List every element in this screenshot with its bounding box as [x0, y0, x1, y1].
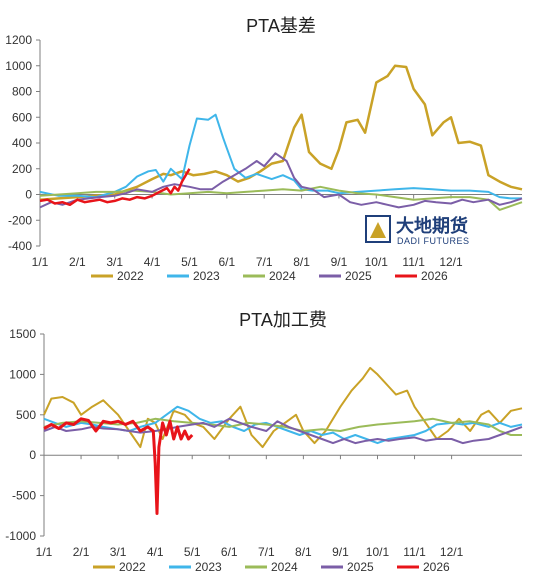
y-tick-label: -500	[12, 489, 36, 503]
x-tick-label: 11/1	[403, 545, 426, 559]
y-tick-label: 500	[16, 408, 36, 422]
x-tick-label: 10/1	[366, 545, 390, 559]
series-line-2022	[39, 64, 523, 201]
series-line-2022	[43, 366, 523, 449]
y-tick-label: 0	[29, 448, 36, 462]
pta-processing-fee-chart: PTA加工费 -1000 -500 0 500 1000 1500 1/1 2/1 3/1 4/1 5…	[5, 310, 523, 574]
watermark-brand-en: DADI FUTURES	[397, 236, 470, 246]
x-tick-label: 4/1	[147, 545, 164, 559]
x-tick-label: 3/1	[106, 255, 123, 269]
x-tick-label: 3/1	[110, 545, 127, 559]
y-tick-label: 1000	[5, 59, 32, 73]
x-tick-label: 10/1	[365, 255, 389, 269]
y-tick-label: -400	[8, 239, 32, 253]
x-tick-label: 4/1	[144, 255, 161, 269]
dadi-logo-icon	[365, 215, 391, 243]
x-tick-label: 2/1	[73, 545, 90, 559]
x-tick-label: 9/1	[332, 545, 349, 559]
y-tick-label: -200	[8, 213, 32, 227]
y-tick-label: -1000	[5, 529, 36, 543]
watermark-brand-cn: 大地期货	[396, 215, 468, 236]
x-tick-label: 12/1	[440, 545, 464, 559]
x-tick-label: 8/1	[295, 545, 312, 559]
series-line-2024	[39, 185, 523, 211]
x-tick-label: 1/1	[36, 545, 53, 559]
x-tick-label: 6/1	[218, 255, 235, 269]
y-tick-label: 600	[12, 110, 32, 124]
x-tick-label: 12/1	[439, 255, 463, 269]
series-line-2025	[43, 417, 523, 445]
series-line-2026	[43, 417, 194, 515]
y-tick-label: 1500	[9, 327, 36, 341]
x-tick-label: 7/1	[258, 545, 275, 559]
x-tick-label: 6/1	[221, 545, 238, 559]
legend-label: 2026	[423, 560, 450, 574]
y-tick-label: 400	[12, 136, 32, 150]
legend-label: 2026	[421, 269, 448, 283]
x-tick-label: 11/1	[402, 255, 425, 269]
legend-label: 2023	[195, 560, 222, 574]
x-tick-label: 5/1	[184, 545, 201, 559]
x-tick-label: 7/1	[256, 255, 273, 269]
legend-label: 2025	[345, 269, 372, 283]
x-tick-label: 1/1	[32, 255, 49, 269]
legend-label: 2024	[269, 269, 296, 283]
x-tick-label: 9/1	[331, 255, 348, 269]
dadi-futures-watermark: 大地期货 DADI FUTURES	[365, 215, 470, 246]
x-tick-label: 5/1	[181, 255, 198, 269]
series-line-2026	[39, 168, 191, 207]
legend-label: 2024	[271, 560, 298, 574]
x-tick-label: 8/1	[293, 255, 310, 269]
legend-label: 2022	[117, 269, 144, 283]
legend-label: 2025	[347, 560, 374, 574]
series-line-2025	[39, 152, 523, 209]
y-tick-label: 200	[12, 162, 32, 176]
y-tick-label: 0	[25, 188, 32, 202]
chart-title: PTA加工费	[239, 310, 327, 330]
y-tick-label: 800	[12, 85, 32, 99]
series-line-2023	[39, 113, 522, 200]
pta-basis-chart: PTA基差 -400 -200 0 200 400 600 800 1000 1200 1/1 2/1…	[5, 16, 523, 283]
y-tick-label: 1200	[5, 33, 32, 47]
legend-label: 2023	[193, 269, 220, 283]
x-tick-label: 2/1	[69, 255, 86, 269]
legend-label: 2022	[119, 560, 146, 574]
y-tick-label: 1000	[9, 367, 36, 381]
chart-title: PTA基差	[246, 16, 316, 36]
